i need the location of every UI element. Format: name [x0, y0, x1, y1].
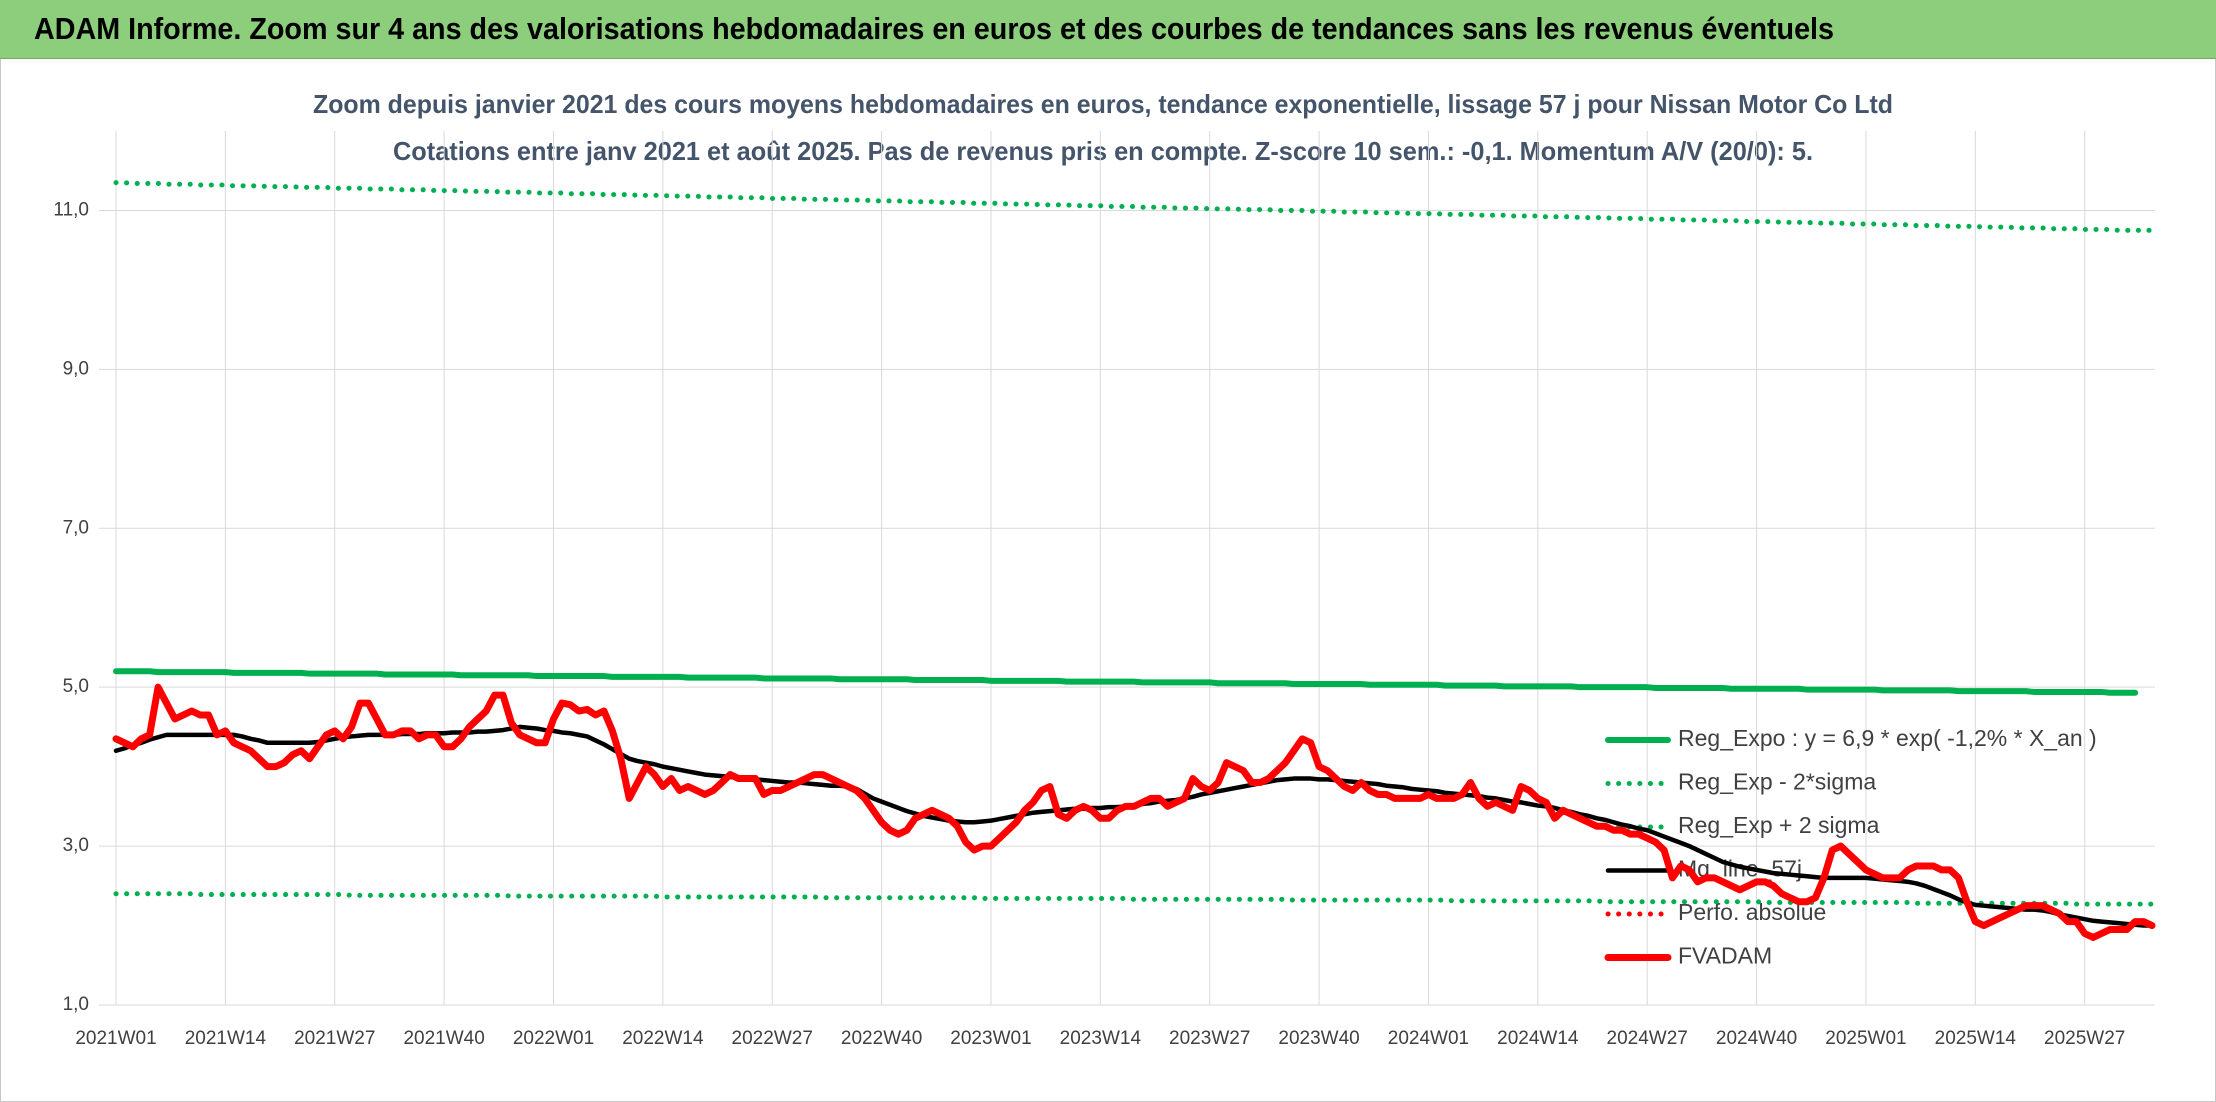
chart-title: Zoom depuis janvier 2021 des cours moyen… — [313, 89, 1893, 119]
x-tick-label: 2023W27 — [1169, 1028, 1250, 1049]
header-title: ADAM Informe. Zoom sur 4 ans des valoris… — [34, 11, 1834, 46]
x-tick-label: 2023W40 — [1278, 1028, 1359, 1049]
x-tick-label: 2021W01 — [75, 1028, 156, 1049]
series-line — [113, 180, 2155, 233]
x-tick-label: 2024W40 — [1716, 1028, 1797, 1049]
x-tick-label: 2021W14 — [185, 1028, 267, 1049]
x-tick-label: 2022W14 — [622, 1028, 704, 1049]
y-tick-label: 3,0 — [63, 835, 89, 856]
legend-label: Reg_Expo : y = 6,9 * exp( -1,2% * X_an ) — [1678, 725, 2097, 751]
x-tick-label: 2021W40 — [403, 1028, 484, 1049]
x-tick-label: 2022W40 — [841, 1028, 922, 1049]
x-tick-label: 2021W27 — [294, 1028, 375, 1049]
y-tick-label: 9,0 — [63, 358, 89, 379]
y-tick-label: 1,0 — [63, 994, 89, 1015]
y-tick-label: 7,0 — [63, 517, 89, 538]
y-tick-label: 11,0 — [53, 199, 89, 220]
x-tick-label: 2023W14 — [1060, 1028, 1142, 1049]
x-tick-label: 2025W27 — [2044, 1028, 2125, 1049]
x-tick-label: 2025W01 — [1825, 1028, 1906, 1049]
x-tick-label: 2024W01 — [1388, 1028, 1469, 1049]
chart-subtitle: Cotations entre janv 2021 et août 2025. … — [393, 136, 1813, 166]
series-line — [113, 668, 2139, 696]
y-tick-label: 5,0 — [63, 676, 89, 697]
x-tick-label: 2022W01 — [513, 1028, 594, 1049]
header-bar — [0, 0, 2216, 58]
x-tick-label: 2022W27 — [732, 1028, 813, 1049]
x-tick-label: 2023W01 — [950, 1028, 1031, 1049]
legend-label: FVADAM — [1678, 943, 1772, 969]
legend-label: Reg_Exp - 2*sigma — [1678, 769, 1876, 795]
legend-label: Reg_Exp + 2 sigma — [1678, 812, 1880, 838]
x-tick-label: 2024W14 — [1497, 1028, 1579, 1049]
series-line — [112, 683, 2156, 941]
x-tick-label: 2024W27 — [1607, 1028, 1688, 1049]
x-tick-label: 2025W14 — [1935, 1028, 2017, 1049]
